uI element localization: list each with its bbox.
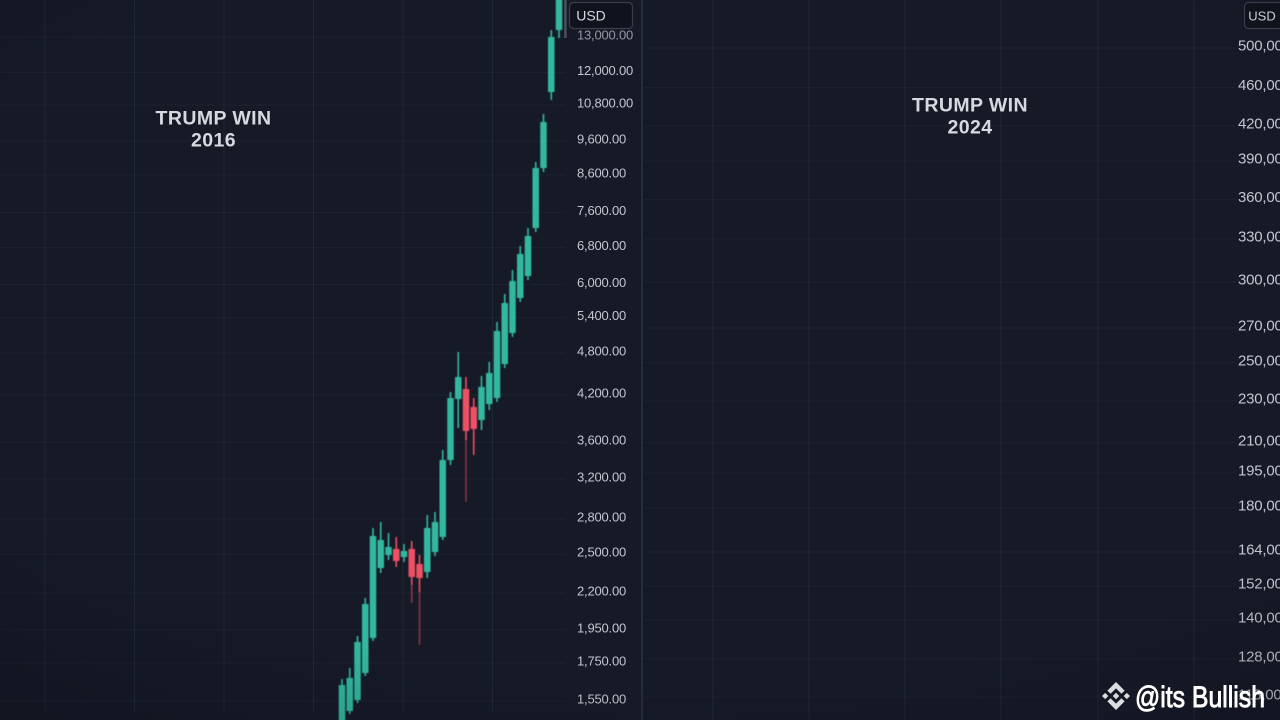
svg-text:@its Bullish: @its Bullish bbox=[1135, 681, 1265, 714]
